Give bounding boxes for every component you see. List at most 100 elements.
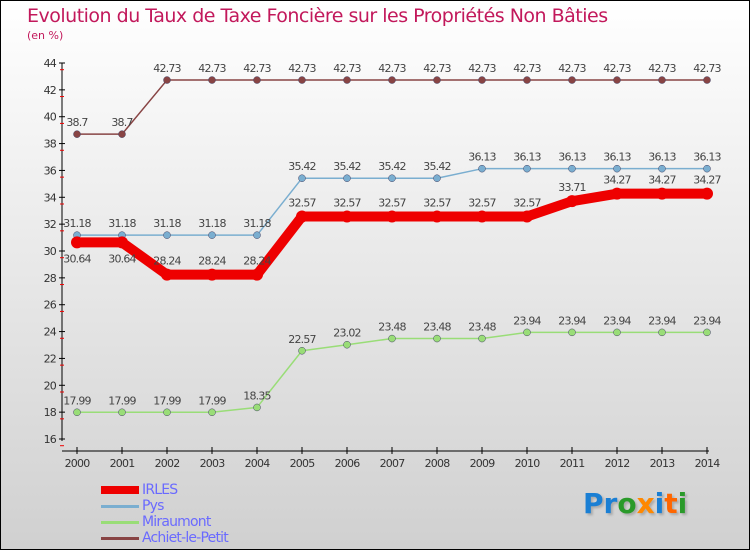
data-label: 32.57 [378, 196, 406, 209]
data-label: 31.18 [108, 217, 136, 230]
legend-swatch [101, 486, 139, 494]
proxiti-logo: Proxiti [583, 487, 687, 520]
data-point [164, 232, 171, 239]
data-label: 22.57 [288, 333, 316, 346]
data-point [254, 404, 261, 411]
data-point [614, 77, 621, 84]
y-tick-label: 24 [44, 326, 57, 339]
data-label: 42.73 [513, 62, 541, 75]
data-label: 32.57 [423, 196, 451, 209]
data-label: 23.94 [513, 314, 541, 327]
legend-label: IRLES [142, 482, 177, 498]
data-label: 35.42 [423, 160, 451, 173]
data-label: 31.18 [243, 217, 271, 230]
data-label: 38.7 [66, 116, 88, 129]
data-point [476, 210, 488, 222]
data-point [659, 165, 666, 172]
data-label: 42.73 [603, 62, 631, 75]
data-label: 31.18 [198, 217, 226, 230]
x-tick-label: 2004 [245, 457, 271, 470]
legend: IRLESPysMiraumontAchiet-le-Petit [101, 482, 228, 546]
data-label: 28.24 [153, 255, 181, 268]
data-point [119, 131, 126, 138]
data-label: 42.73 [333, 62, 361, 75]
series-achiet-le-petit: 38.7 38.7 42.73 42.73 42.73 42.73 42.73 42.73 42… [66, 62, 721, 138]
y-tick-label: 42 [44, 84, 56, 97]
data-label: 23.94 [648, 314, 676, 327]
data-label: 36.13 [513, 151, 541, 164]
data-label: 30.64 [108, 252, 136, 265]
data-point [524, 329, 531, 336]
data-point [299, 347, 306, 354]
data-label: 31.18 [153, 217, 181, 230]
x-tick-label: 2008 [425, 457, 451, 470]
data-label: 42.73 [423, 62, 451, 75]
data-point [296, 210, 308, 222]
data-point [614, 329, 621, 336]
legend-label: Pys [142, 498, 164, 514]
data-point [209, 409, 216, 416]
data-point [299, 175, 306, 182]
data-label: 42.73 [378, 62, 406, 75]
y-tick-label: 40 [44, 111, 57, 124]
data-label: 42.73 [153, 62, 181, 75]
data-label: 36.13 [693, 151, 721, 164]
data-point [344, 175, 351, 182]
data-label: 34.27 [603, 174, 631, 187]
data-point [659, 77, 666, 84]
data-label: 35.42 [378, 160, 406, 173]
y-tick-label: 32 [44, 218, 56, 231]
data-label: 32.57 [468, 196, 496, 209]
data-point [386, 210, 398, 222]
data-point [344, 341, 351, 348]
data-label: 17.99 [153, 394, 181, 407]
data-label: 28.24 [198, 255, 226, 268]
chart-container: Evolution du Taux de Taxe Foncière sur l… [0, 0, 750, 550]
data-point [479, 335, 486, 342]
data-point [701, 188, 713, 200]
legend-label: Achiet-le-Petit [142, 530, 228, 546]
data-point [299, 77, 306, 84]
data-label: 32.57 [513, 196, 541, 209]
data-label: 38.7 [111, 116, 133, 129]
data-point [659, 329, 666, 336]
data-point [704, 329, 711, 336]
data-label: 17.99 [198, 394, 226, 407]
data-point [389, 175, 396, 182]
data-point [74, 409, 81, 416]
data-label: 31.18 [63, 217, 91, 230]
x-tick-label: 2010 [515, 457, 541, 470]
y-tick-label: 26 [44, 299, 57, 312]
y-tick-label: 28 [44, 272, 57, 285]
data-point [161, 269, 173, 281]
y-tick-label: 18 [44, 406, 57, 419]
legend-label: Miraumont [142, 514, 211, 530]
data-label: 23.94 [558, 314, 586, 327]
data-point [521, 210, 533, 222]
data-point [611, 188, 623, 200]
data-label: 36.13 [603, 151, 631, 164]
data-label: 42.73 [648, 62, 676, 75]
data-point [434, 77, 441, 84]
data-point [341, 210, 353, 222]
data-point [434, 175, 441, 182]
data-label: 42.73 [468, 62, 496, 75]
y-tick-label: 22 [44, 352, 56, 365]
data-label: 35.42 [288, 160, 316, 173]
y-tick-label: 20 [44, 379, 57, 392]
data-point [254, 77, 261, 84]
plot-area: 1618202224262830323436384042442000200120… [1, 1, 750, 551]
y-tick-label: 36 [44, 164, 57, 177]
x-tick-label: 2005 [290, 457, 316, 470]
data-label: 42.73 [288, 62, 316, 75]
data-label: 23.94 [603, 314, 631, 327]
data-label: 34.27 [693, 174, 721, 187]
data-label: 32.57 [288, 196, 316, 209]
data-label: 28.24 [243, 255, 271, 268]
data-point [71, 236, 83, 248]
series-miraumont: 17.9917.9917.9917.9918.3522.5723.0223.48… [63, 314, 721, 415]
data-point [569, 77, 576, 84]
x-tick-label: 2001 [110, 457, 135, 470]
data-label: 32.57 [333, 196, 361, 209]
legend-item: Miraumont [101, 514, 228, 530]
